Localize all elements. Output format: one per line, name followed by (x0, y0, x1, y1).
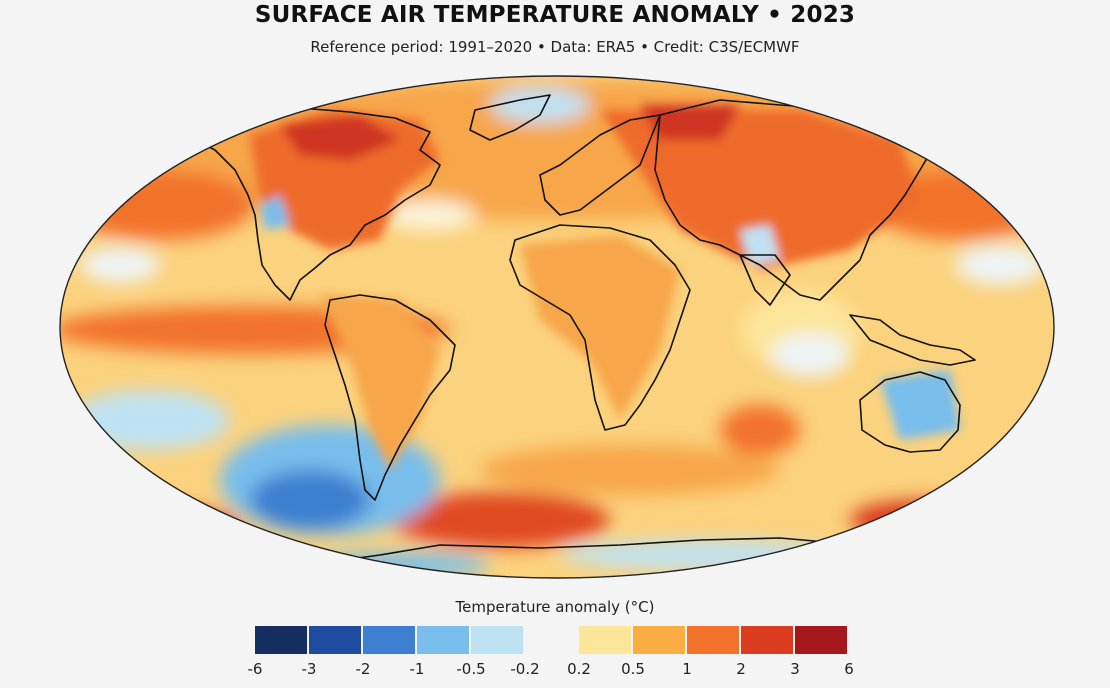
land-anomaly (250, 105, 960, 470)
legend-tick-label: -3 (301, 660, 317, 678)
india-coast (739, 254, 791, 306)
legend-tick-label: -0.2 (510, 660, 540, 678)
legend-tick-label: 2 (736, 660, 746, 678)
legend-swatch (471, 626, 523, 654)
legend-swatch (741, 626, 793, 654)
legend-swatch (417, 626, 469, 654)
legend-tick-label: -1 (409, 660, 425, 678)
legend-tick-label: 3 (790, 660, 800, 678)
legend-color-bar (255, 626, 849, 654)
southeast-asia-islands (849, 314, 976, 366)
legend-tick-label: 0.5 (621, 660, 645, 678)
map-subtitle: Reference period: 1991–2020 • Data: ERA5… (310, 38, 800, 56)
legend-swatch (633, 626, 685, 654)
legend-tick-label: 6 (844, 660, 854, 678)
greenland-coast (469, 94, 551, 141)
legend-tick-label: -0.5 (456, 660, 486, 678)
legend-swatch (579, 626, 631, 654)
australia-coast (859, 371, 961, 453)
legend-tick-label: -6 (247, 660, 263, 678)
legend-swatch (795, 626, 847, 654)
legend-swatch (309, 626, 361, 654)
legend-tick-label: 1 (682, 660, 692, 678)
legend-tick-label: 0.2 (567, 660, 591, 678)
anomaly-field (60, 76, 1054, 578)
legend-tick-label: -2 (355, 660, 371, 678)
legend-swatch (687, 626, 739, 654)
legend-swatch (525, 626, 577, 654)
north-america-coast (184, 107, 441, 301)
new-zealand-coast (979, 454, 1001, 481)
legend-title: Temperature anomaly (°C) (455, 598, 655, 616)
map-boundary (59, 75, 1055, 579)
map-title: SURFACE AIR TEMPERATURE ANOMALY • 2023 (254, 2, 856, 28)
africa-coast (509, 224, 691, 431)
legend-swatch (255, 626, 307, 654)
europe-coast (539, 114, 661, 216)
legend-swatch (363, 626, 415, 654)
south-america-coast (324, 294, 456, 501)
legend-ticks: -6 -3 -2 -1 -0.5 -0.2 0.2 0.5 1 2 3 6 (248, 660, 855, 680)
